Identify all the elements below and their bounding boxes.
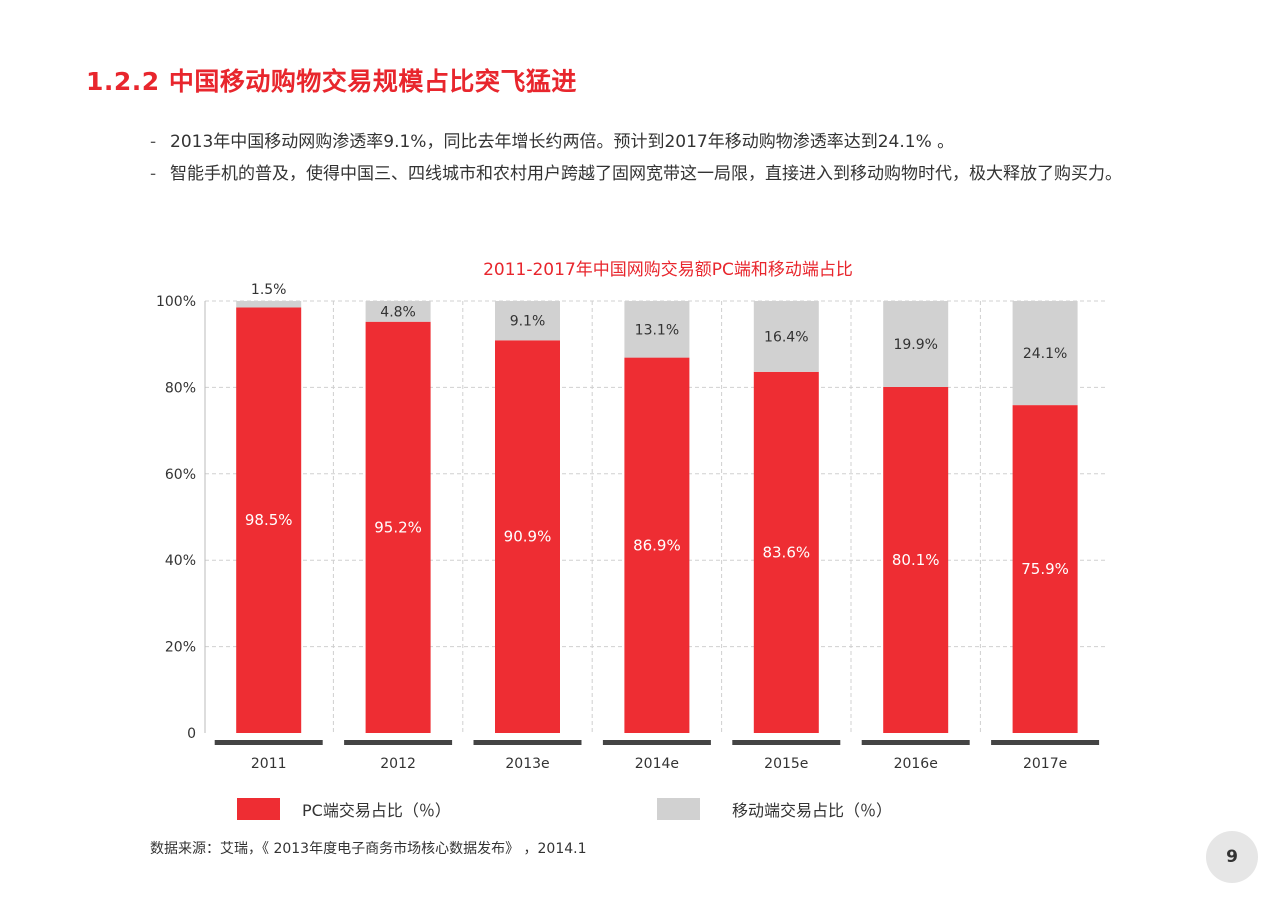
bar-mobile — [753, 301, 819, 372]
bar-pc — [624, 357, 690, 733]
bar-pc — [495, 340, 560, 733]
bar-mobile — [883, 301, 949, 387]
data-source-note: 数据来源：艾瑞，《 2013年度电子商务市场核心数据发布》 ，2014.1 — [150, 841, 587, 857]
bullet-list: 2013年中国移动网购渗透率9.1%，同比去年增长约两倍。预计到2017年移动购… — [150, 126, 1195, 190]
category-baseline — [732, 740, 841, 745]
bar-pc — [1012, 405, 1078, 733]
bullet-item: 2013年中国移动网购渗透率9.1%，同比去年增长约两倍。预计到2017年移动购… — [150, 126, 1195, 158]
x-tick-label: 2016e — [894, 756, 938, 772]
data-label-mobile: 4.8% — [380, 304, 416, 320]
x-tick-label: 2017e — [1023, 756, 1067, 772]
x-tick-label: 2011 — [251, 756, 287, 772]
y-tick-label: 40% — [165, 553, 196, 569]
data-label-pc: 86.9% — [633, 536, 681, 554]
data-label-pc: 95.2% — [374, 518, 422, 536]
category-baseline — [473, 740, 582, 745]
slide-heading: 1.2.2 中国移动购物交易规模占比突飞猛进 — [86, 67, 577, 96]
category-baseline — [861, 740, 970, 745]
bar-mobile — [624, 301, 690, 358]
x-tick-label: 2014e — [635, 756, 679, 772]
data-label-mobile: 9.1% — [510, 314, 546, 330]
stacked-bar-chart: 0 20% 40% 60% 80% 100% 98.5% 1.5% 2011 95.2% 4.8% 2… — [156, 282, 1108, 772]
data-label-pc: 98.5% — [245, 511, 293, 529]
legend-label-pc: PC端交易占比（％） — [302, 801, 451, 820]
data-label-mobile: 1.5% — [251, 282, 287, 298]
data-label-mobile: 19.9% — [893, 337, 937, 353]
category-baseline — [991, 740, 1100, 745]
legend-swatch-mobile — [657, 798, 700, 820]
x-tick-label: 2012 — [380, 756, 416, 772]
bar-mobile — [495, 301, 560, 341]
bar-mobile — [365, 301, 431, 322]
data-label-pc: 83.6% — [762, 543, 810, 561]
bar-pc — [753, 371, 819, 733]
bar-pc — [365, 321, 431, 733]
category-baseline — [344, 740, 453, 745]
y-tick-label: 100% — [156, 294, 196, 310]
category-baseline — [214, 740, 323, 745]
y-tick-label: 20% — [165, 640, 196, 656]
data-label-pc: 75.9% — [1021, 560, 1069, 578]
category-baseline — [602, 740, 711, 745]
data-label-mobile: 24.1% — [1023, 346, 1067, 362]
page-number-badge: 9 — [1206, 831, 1258, 883]
legend-item-pc: PC端交易占比（％） — [237, 797, 451, 821]
data-label-mobile: 13.1% — [635, 322, 679, 338]
x-tick-label: 2015e — [764, 756, 808, 772]
chart-title: 2011-2017年中国网购交易额PC端和移动端占比 — [483, 260, 853, 280]
data-label-pc: 80.1% — [892, 551, 940, 569]
bar-mobile — [1012, 301, 1078, 406]
bar-mobile — [236, 301, 302, 308]
page-number: 9 — [1226, 847, 1238, 867]
bar-pc — [236, 307, 302, 733]
legend-swatch-pc — [237, 798, 280, 820]
data-label-pc: 90.9% — [504, 528, 552, 546]
x-tick-label: 2013e — [505, 756, 549, 772]
bar-pc — [883, 386, 949, 733]
y-tick-label: 60% — [165, 467, 196, 483]
y-tick-label: 80% — [165, 380, 196, 396]
legend-label-mobile: 移动端交易占比（％） — [732, 801, 893, 820]
data-label-mobile: 16.4% — [764, 329, 808, 345]
legend-item-mobile: 移动端交易占比（％） — [657, 797, 892, 821]
bullet-item: 智能手机的普及，使得中国三、四线城市和农村用户跨越了固网宽带这一局限，直接进入到… — [150, 158, 1195, 190]
y-tick-label: 0 — [187, 726, 196, 742]
